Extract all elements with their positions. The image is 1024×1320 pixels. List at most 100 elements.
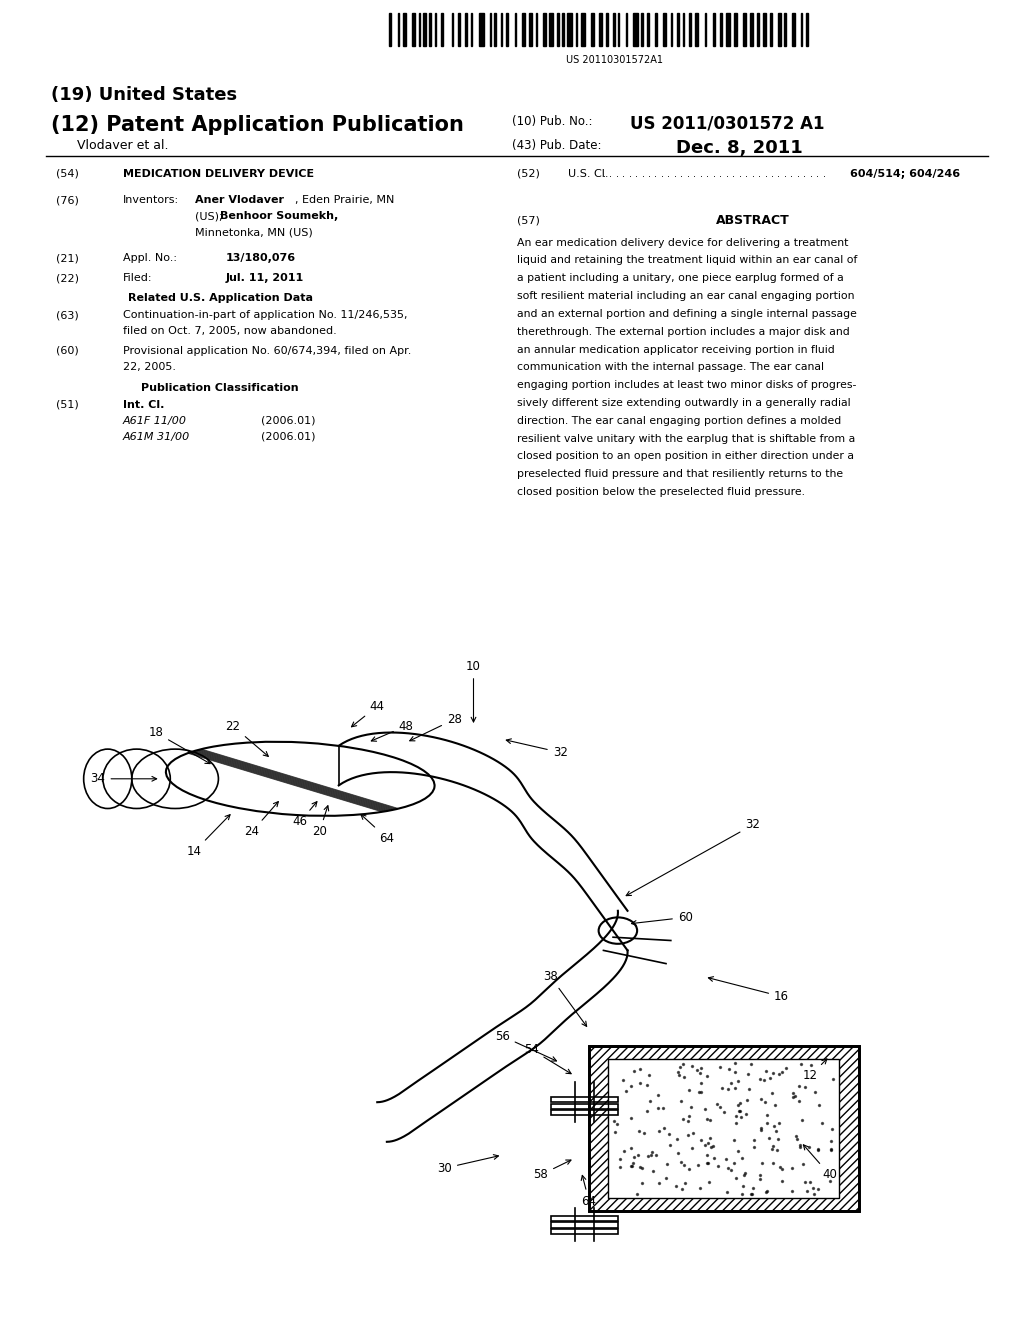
Text: , Eden Prairie, MN: , Eden Prairie, MN (295, 195, 394, 206)
Bar (589, 1045, 858, 1212)
Text: 64: 64 (360, 814, 394, 845)
Point (689, 1060, 706, 1081)
Point (681, 1159, 697, 1180)
Text: communication with the internal passage. The ear canal: communication with the internal passage.… (517, 362, 824, 372)
Bar (793, 13, 796, 46)
Bar (441, 13, 442, 46)
Bar (613, 13, 614, 46)
Text: 34: 34 (91, 772, 157, 785)
Text: (52): (52) (517, 169, 540, 180)
Point (729, 1140, 745, 1162)
Point (766, 1115, 782, 1137)
Bar (452, 13, 454, 46)
Point (623, 1138, 639, 1159)
Text: (12) Patent Application Publication: (12) Patent Application Publication (51, 115, 464, 135)
Bar (471, 13, 472, 46)
Bar (695, 13, 698, 46)
Text: A61M 31/00: A61M 31/00 (123, 432, 190, 442)
Point (702, 1127, 719, 1148)
Text: 44: 44 (351, 700, 385, 727)
Point (744, 1177, 761, 1199)
Point (752, 1068, 768, 1089)
Point (805, 1184, 821, 1205)
Text: A61F 11/00: A61F 11/00 (123, 416, 186, 426)
Bar (606, 13, 607, 46)
Text: (60): (60) (56, 346, 79, 356)
Bar (726, 13, 730, 46)
Point (753, 1089, 769, 1110)
Bar (575, 13, 578, 46)
Text: 18: 18 (148, 726, 210, 763)
Text: Benhoor Soumekh,: Benhoor Soumekh, (220, 211, 338, 222)
Bar (543, 13, 546, 46)
Point (632, 1156, 648, 1177)
Point (614, 1069, 631, 1090)
Bar (551, 1216, 617, 1221)
Point (727, 1061, 743, 1082)
Text: (US);: (US); (195, 211, 225, 222)
Point (774, 1170, 791, 1191)
Point (606, 1122, 623, 1143)
Point (669, 1129, 685, 1150)
Bar (592, 13, 595, 46)
Point (810, 1138, 826, 1159)
Text: 58: 58 (534, 1160, 571, 1181)
Point (771, 1113, 787, 1134)
Bar (734, 13, 737, 46)
Text: preselected fluid pressure and that resiliently returns to the: preselected fluid pressure and that resi… (517, 469, 843, 479)
Bar (671, 13, 672, 46)
Text: 16: 16 (709, 977, 790, 1003)
Text: .: . (680, 169, 683, 180)
Point (778, 1057, 795, 1078)
Point (823, 1139, 840, 1160)
Point (822, 1139, 839, 1160)
Point (605, 1110, 622, 1131)
Point (692, 1063, 709, 1084)
Text: .: . (745, 169, 749, 180)
Text: .: . (635, 169, 638, 180)
Point (761, 1127, 777, 1148)
Text: Continuation-in-part of application No. 11/246,535,: Continuation-in-part of application No. … (123, 310, 408, 321)
Point (650, 1172, 667, 1193)
Point (675, 1109, 691, 1130)
Point (759, 1105, 775, 1126)
Point (712, 1097, 728, 1118)
Point (681, 1080, 697, 1101)
Bar (713, 13, 715, 46)
Point (709, 1093, 725, 1114)
Text: 32: 32 (627, 818, 760, 896)
Point (707, 1148, 723, 1170)
Point (753, 1119, 769, 1140)
Text: .: . (707, 169, 710, 180)
Point (822, 1130, 839, 1151)
Text: an annular medication applicator receiving portion in fluid: an annular medication applicator receivi… (517, 345, 835, 355)
Text: 22: 22 (225, 719, 268, 756)
Point (740, 1078, 757, 1100)
Bar (551, 1104, 617, 1109)
Point (680, 1110, 696, 1131)
Bar (784, 13, 785, 46)
Point (759, 1113, 775, 1134)
Point (720, 1059, 736, 1080)
Point (693, 1130, 710, 1151)
Bar (720, 13, 722, 46)
Point (705, 1135, 721, 1156)
Point (791, 1076, 807, 1097)
Text: U.S. Cl.: U.S. Cl. (568, 169, 609, 180)
Point (723, 1159, 739, 1180)
Bar (551, 1110, 617, 1115)
Point (699, 1067, 716, 1088)
Point (793, 1053, 809, 1074)
Text: .: . (726, 169, 729, 180)
Point (727, 1113, 743, 1134)
Text: .: . (810, 169, 813, 180)
Text: US 2011/0301572 A1: US 2011/0301572 A1 (630, 115, 824, 133)
Bar (435, 13, 436, 46)
Point (785, 1086, 802, 1107)
Point (810, 1177, 826, 1199)
Text: (54): (54) (56, 169, 79, 180)
Point (758, 1060, 774, 1081)
Point (716, 1101, 732, 1122)
Point (655, 1118, 672, 1139)
Point (618, 1080, 635, 1101)
